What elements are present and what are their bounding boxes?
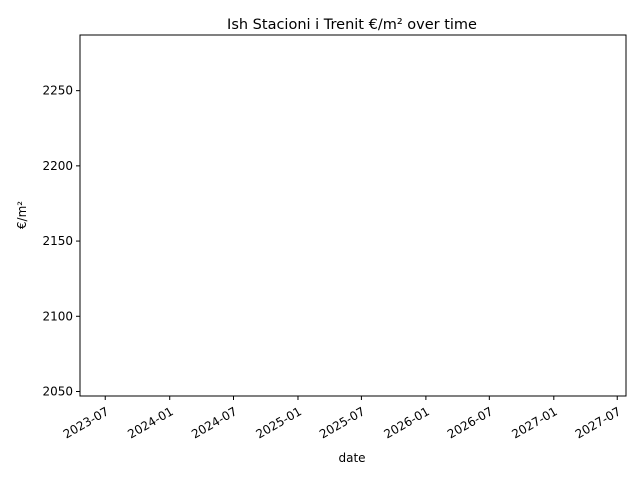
x-tick-label: 2026-01 [381,404,431,441]
y-tick-label: 2100 [42,309,73,323]
y-tick-label: 2200 [42,159,73,173]
x-tick-label: 2026-07 [445,404,495,441]
x-tick-label: 2024-01 [125,404,175,441]
x-tick-label: 2025-01 [254,404,304,441]
y-tick-label: 2250 [42,84,73,98]
y-tick-label: 2050 [42,384,73,398]
x-axis: 2023-07 2024-01 2024-07 2025-01 2025-07 2026-… [61,396,623,441]
y-tick-label: 2150 [42,234,73,248]
plot-area [79,34,627,397]
x-tick-label: 2024-07 [189,404,239,441]
x-axis-label: date [338,451,365,465]
x-tick-label: 2027-07 [573,404,623,441]
y-axis-label: €/m² [15,201,29,229]
x-tick-label: 2023-07 [61,404,111,441]
x-tick-label: 2027-01 [509,404,559,441]
y-axis: 2050 2100 2150 2200 2250 [42,84,80,398]
chart-title: Ish Stacioni i Trenit €/m² over time [227,17,477,33]
x-tick-label: 2025-07 [317,404,367,441]
